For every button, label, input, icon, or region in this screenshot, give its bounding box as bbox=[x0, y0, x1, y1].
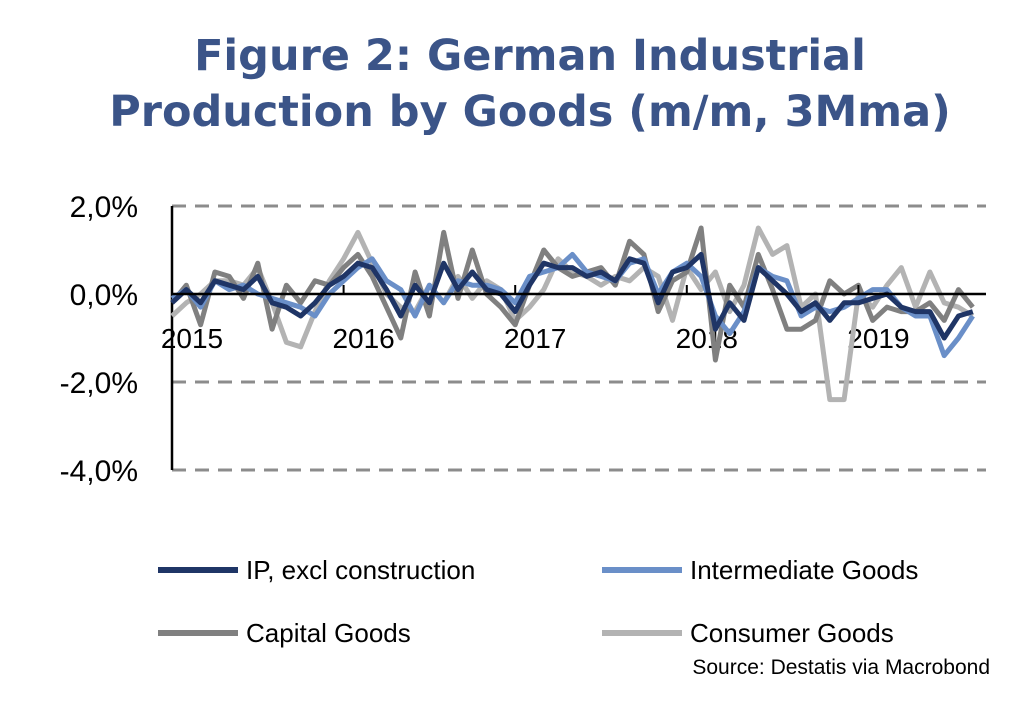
chart-title: Figure 2: German Industrial Production b… bbox=[0, 28, 1024, 140]
legend-label: Intermediate Goods bbox=[690, 555, 918, 585]
x-tick-label: 2018 bbox=[676, 323, 738, 354]
legend-label: Capital Goods bbox=[246, 618, 411, 648]
series-line-consumer-goods bbox=[170, 225, 975, 403]
x-tick-label: 2017 bbox=[504, 323, 566, 354]
y-tick-label: 2,0% bbox=[70, 191, 138, 224]
y-tick-label: -2,0% bbox=[60, 367, 138, 400]
x-tick-label: 2015 bbox=[161, 323, 223, 354]
chart-title-line-2: Production by Goods (m/m, 3Mma) bbox=[109, 87, 951, 137]
legend-label: Consumer Goods bbox=[690, 618, 894, 648]
series-line-ip-excl-construction bbox=[170, 251, 974, 341]
x-tick-label: 2019 bbox=[847, 323, 909, 354]
y-tick-label: 0,0% bbox=[70, 279, 138, 312]
x-tick-label: 2016 bbox=[332, 323, 394, 354]
legend-label: IP, excl construction bbox=[246, 555, 475, 585]
chart-title-line-1: Figure 2: German Industrial bbox=[194, 31, 866, 81]
series-line-capital-goods bbox=[170, 225, 975, 363]
y-tick-label: -4,0% bbox=[60, 455, 138, 488]
source-note: Source: Destatis via Macrobond bbox=[692, 656, 990, 679]
